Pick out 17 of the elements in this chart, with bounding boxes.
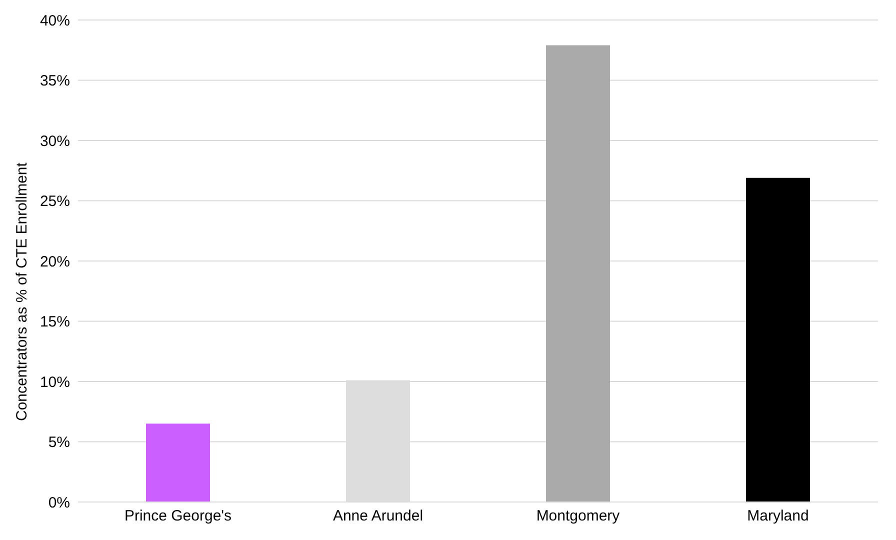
y-tick-label: 30%	[40, 132, 70, 150]
bar	[546, 45, 610, 502]
x-tick-label: Maryland	[747, 508, 809, 525]
x-tick-label: Montgomery	[536, 508, 620, 525]
y-tick-label: 20%	[40, 253, 70, 270]
x-tick-label: Anne Arundel	[332, 508, 424, 525]
bar	[746, 178, 810, 502]
bar	[146, 424, 210, 502]
y-tick-label: 5%	[48, 434, 70, 452]
y-tick-label: 35%	[40, 72, 70, 90]
y-tick-label: 40%	[40, 12, 70, 30]
y-tick-label: 25%	[40, 193, 70, 210]
y-tick-label: 0%	[48, 494, 70, 512]
y-axis-title: Concentrators as % of CTE Enrollment	[13, 162, 30, 421]
x-tick-label: Prince George's	[124, 508, 232, 525]
y-tick-label: 10%	[40, 374, 70, 391]
y-tick-label: 15%	[40, 314, 70, 331]
